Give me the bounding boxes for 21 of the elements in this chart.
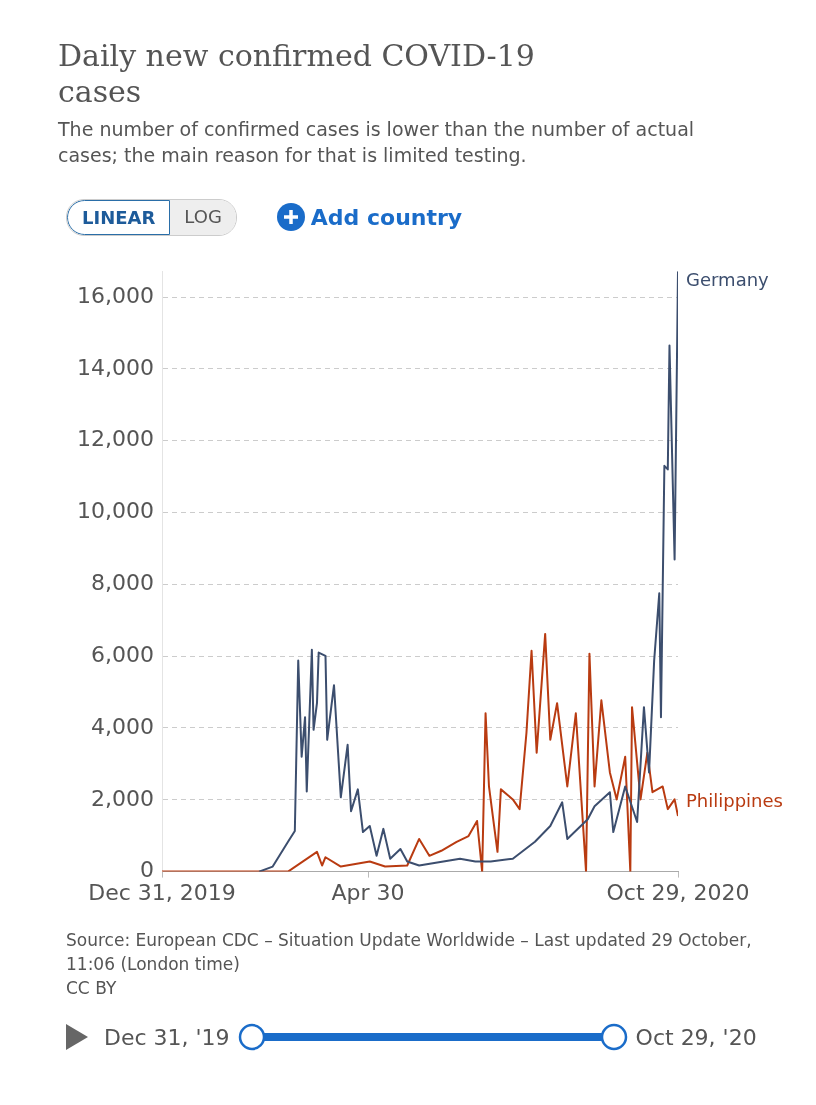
y-tick-label: 14,000 <box>77 354 154 380</box>
text: Dec 31, '19 <box>104 1024 230 1050</box>
x-tick-label: Apr 30 <box>331 879 405 905</box>
y-tick-label: 2,000 <box>91 785 154 811</box>
series-label: Germany <box>686 268 770 290</box>
y-tick-label: 8,000 <box>91 570 154 596</box>
chart-subtitle: The number of confirmed cases is lower than the number of actual cases; the main reason for that is limited testing. <box>57 117 696 168</box>
y-tick-label: 16,000 <box>77 282 154 308</box>
text: LOG <box>170 199 236 235</box>
text: Add country <box>309 203 463 231</box>
y-tick-label: 10,000 <box>77 498 154 524</box>
y-tick-label: 6,000 <box>91 641 154 667</box>
y-tick-label: 4,000 <box>91 713 154 739</box>
text: Oct 29, '20 <box>635 1024 757 1050</box>
chart-title: Daily new confirmed COVID-19 cases <box>58 38 536 110</box>
text: LINEAR <box>67 199 171 235</box>
x-tick-label: Oct 29, 2020 <box>606 879 750 905</box>
series-label: Philippines <box>686 789 783 811</box>
y-tick-label: 12,000 <box>77 426 154 452</box>
source-note: Source: European CDC – Situation Update Worldwide – Last updated 29 October, 11:06 (London time) <box>66 929 753 976</box>
text: CC BY <box>66 977 118 1000</box>
